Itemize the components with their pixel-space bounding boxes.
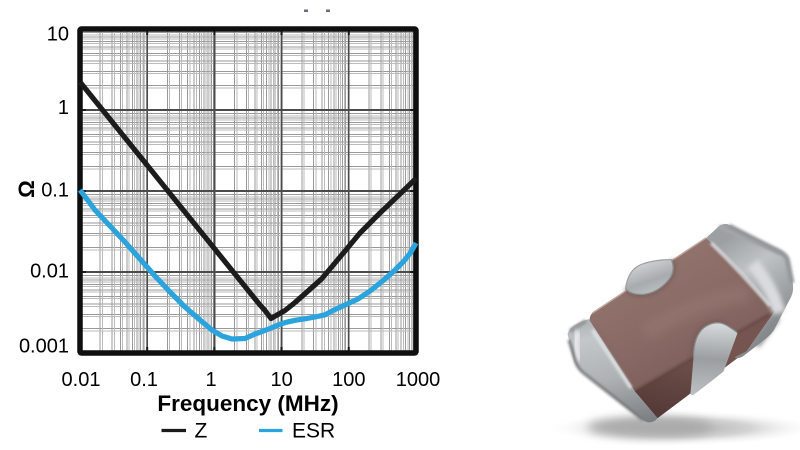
svg-text:100: 100 — [332, 369, 365, 391]
svg-text:0.001: 0.001 — [19, 336, 69, 358]
svg-text:1: 1 — [205, 369, 216, 391]
svg-text:10: 10 — [270, 369, 292, 391]
svg-text:1: 1 — [58, 97, 69, 119]
svg-text:1000: 1000 — [396, 369, 441, 391]
svg-text:Frequency (MHz): Frequency (MHz) — [157, 391, 338, 416]
svg-text:0.01: 0.01 — [30, 260, 69, 282]
svg-text:10: 10 — [47, 24, 69, 46]
svg-text:Z: Z — [195, 420, 208, 443]
svg-text:ESR: ESR — [292, 420, 335, 443]
svg-text:0.1: 0.1 — [130, 369, 158, 391]
svg-text:Ω: Ω — [14, 180, 39, 198]
svg-text:0.1: 0.1 — [41, 180, 69, 202]
svg-text:0.01: 0.01 — [62, 369, 101, 391]
